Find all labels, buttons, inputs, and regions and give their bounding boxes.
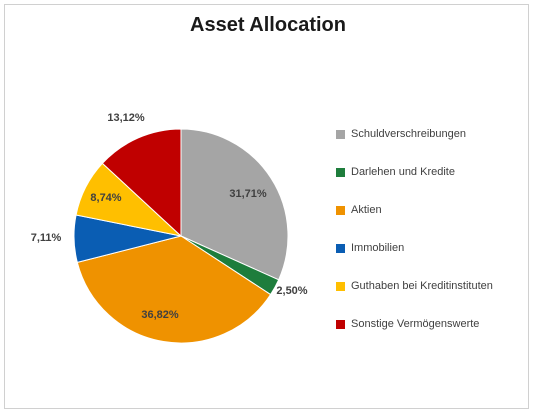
legend-swatch bbox=[336, 319, 345, 329]
legend-item: Schuldverschreibungen bbox=[336, 127, 493, 141]
legend-swatch bbox=[336, 281, 345, 291]
data-label: 2,50% bbox=[276, 285, 307, 297]
data-label: 31,71% bbox=[229, 188, 267, 200]
legend-item: Guthaben bei Kreditinstituten bbox=[336, 279, 493, 293]
legend-label: Sonstige Vermögenswerte bbox=[351, 318, 480, 330]
legend-label: Guthaben bei Kreditinstituten bbox=[351, 280, 493, 292]
pie-slice-schuldverschreibungen bbox=[180, 128, 289, 281]
legend-swatch bbox=[336, 167, 345, 177]
legend-item: Darlehen und Kredite bbox=[336, 165, 493, 179]
data-label: 36,82% bbox=[141, 309, 179, 321]
legend-swatch bbox=[336, 205, 345, 215]
legend-label: Darlehen und Kredite bbox=[351, 166, 455, 178]
chart-legend: Schuldverschreibungen Darlehen und Kredit… bbox=[336, 127, 493, 355]
data-label: 13,12% bbox=[107, 112, 145, 124]
data-label: 7,11% bbox=[31, 232, 62, 244]
data-label: 8,74% bbox=[90, 192, 121, 204]
legend-label: Schuldverschreibungen bbox=[351, 128, 466, 140]
legend-item: Aktien bbox=[336, 203, 493, 217]
legend-swatch bbox=[336, 129, 345, 139]
pie-slice-sonstige-verm-genswerte bbox=[101, 128, 182, 238]
legend-item: Immobilien bbox=[336, 241, 493, 255]
legend-label: Immobilien bbox=[351, 242, 405, 254]
chart-title: Asset Allocation bbox=[190, 14, 346, 36]
pie-slice-aktien bbox=[76, 235, 272, 344]
legend-label: Aktien bbox=[351, 204, 382, 216]
legend-item: Sonstige Vermögenswerte bbox=[336, 317, 493, 331]
legend-swatch bbox=[336, 243, 345, 253]
